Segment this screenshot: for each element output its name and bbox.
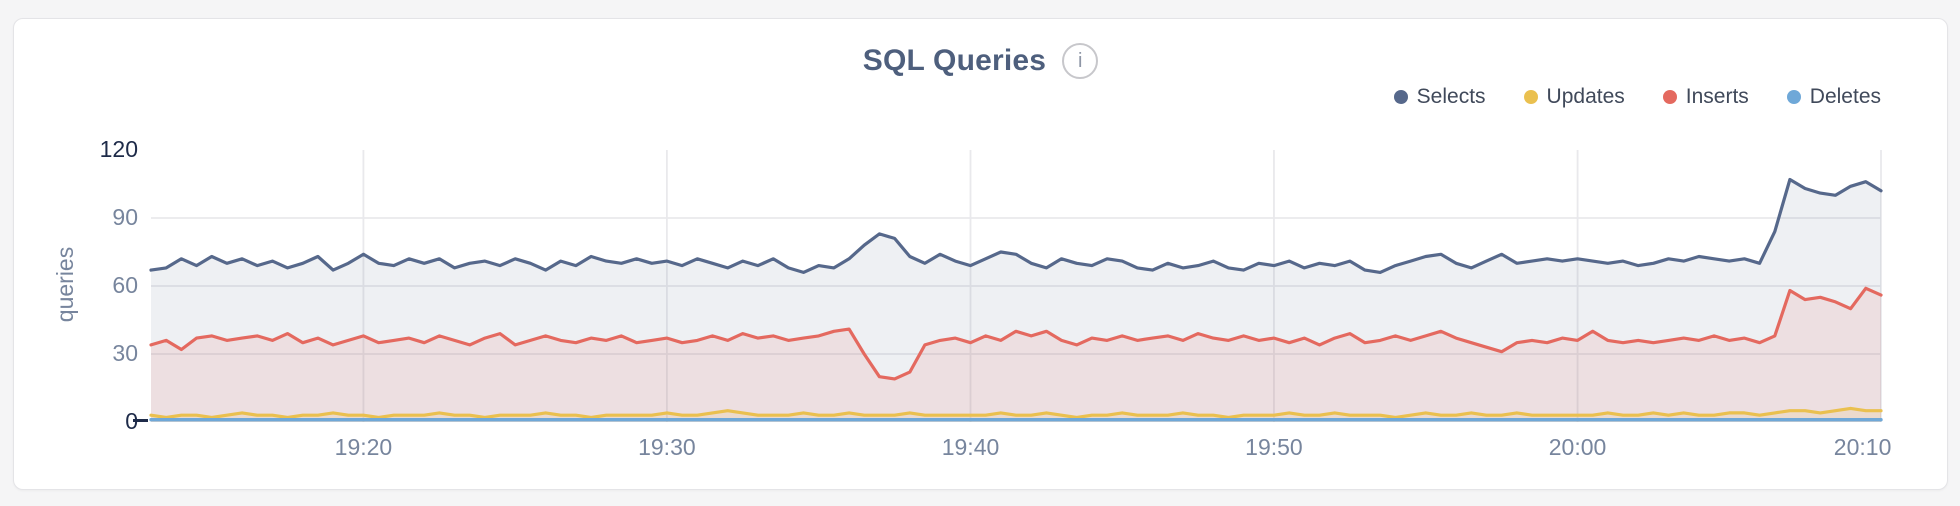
legend-dot-updates (1523, 90, 1538, 104)
legend-item-inserts[interactable]: Inserts (1662, 85, 1749, 109)
chart-title: SQL Queries (862, 44, 1047, 77)
legend-label: Selects (1416, 85, 1486, 108)
legend-dot-deletes (1786, 90, 1801, 104)
chart-header: SQL Queries i (14, 43, 1947, 79)
chart-card: SQL Queries i Selects Updates Inserts Delet… (13, 18, 1948, 490)
info-icon-glyph: i (1077, 49, 1083, 72)
series-fill-selects (151, 179, 1881, 422)
legend-label: Inserts (1685, 85, 1749, 108)
legend-label: Updates (1546, 85, 1625, 108)
series-fill-inserts (151, 288, 1881, 422)
x-tick-1930: 19:30 (638, 434, 696, 460)
x-tick-2000: 20:00 (1548, 434, 1607, 460)
y-tick-0: 0 (125, 408, 138, 434)
series-line-selects (149, 177, 1883, 274)
x-tick-2010: 20:10 (1833, 434, 1892, 460)
y-tick-60: 60 (112, 272, 138, 298)
x-tick-1920: 19:20 (334, 434, 393, 460)
legend: Selects Updates Inserts Deletes (1393, 85, 1881, 109)
info-icon[interactable]: i (1062, 43, 1099, 79)
y-tick-120: 120 (99, 136, 138, 162)
legend-dot-inserts (1662, 90, 1677, 104)
legend-label: Deletes (1809, 85, 1881, 108)
plot-area[interactable] (149, 150, 1883, 422)
legend-item-selects[interactable]: Selects (1393, 85, 1486, 109)
zero-axis-tick (133, 419, 148, 422)
legend-item-deletes[interactable]: Deletes (1786, 85, 1881, 109)
series-line-updates (149, 406, 1883, 420)
chart-svg[interactable] (149, 150, 1883, 422)
y-axis-ticks: 0 30 60 90 120 (14, 136, 138, 434)
y-tick-90: 90 (112, 204, 138, 230)
x-tick-1940: 19:40 (941, 434, 1000, 460)
x-axis-ticks: 19:20 19:30 19:40 19:50 20:00 20:10 (151, 434, 1892, 464)
y-tick-30: 30 (112, 340, 138, 366)
legend-item-updates[interactable]: Updates (1523, 85, 1625, 109)
legend-dot-selects (1393, 90, 1408, 104)
series-line-inserts (149, 286, 1883, 381)
x-tick-1950: 19:50 (1245, 434, 1303, 460)
